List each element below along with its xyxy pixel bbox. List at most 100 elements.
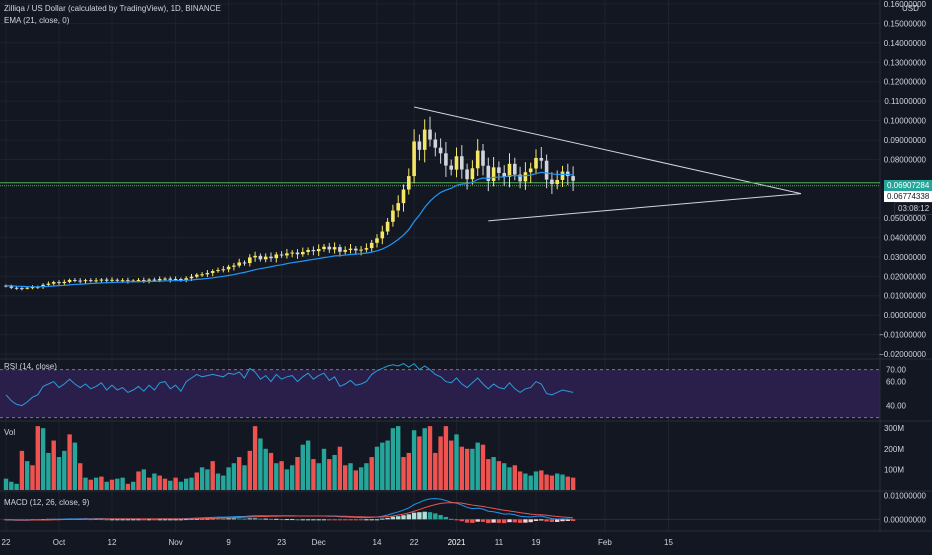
candle-body xyxy=(295,252,300,255)
price-axis[interactable]: 0.16000000 0.15000000 0.14000000 0.13000000… xyxy=(879,0,926,359)
volume-bar xyxy=(247,450,252,490)
rsi-legend[interactable]: RSI (14, close) xyxy=(4,362,57,371)
volume-bar xyxy=(274,463,279,490)
volume-bar xyxy=(464,448,470,490)
countdown-tag: 03:08:12 xyxy=(894,202,932,215)
macd-legend[interactable]: MACD (12, 26, close, 9) xyxy=(4,498,90,507)
volume-bar xyxy=(157,475,162,490)
macd-histogram-bar xyxy=(560,519,565,522)
macd-histogram-bar xyxy=(290,519,295,521)
macd-histogram-bar xyxy=(258,518,263,520)
candle-body xyxy=(433,139,438,148)
volume-bar xyxy=(454,434,459,490)
volume-bar xyxy=(104,481,109,490)
macd-histogram-bar xyxy=(231,518,237,520)
candle-body xyxy=(481,150,485,166)
candle-body xyxy=(142,279,146,281)
candle-body xyxy=(322,246,326,250)
symbol-title[interactable]: Zilliqa / US Dollar (calculated by Tradi… xyxy=(4,4,221,13)
volume-bar xyxy=(517,471,523,490)
volume-bar xyxy=(380,442,385,490)
volume-bar xyxy=(3,478,9,490)
macd-histogram-bar xyxy=(120,519,125,521)
volume-bar xyxy=(152,473,157,490)
candle-body xyxy=(173,279,178,281)
ema-legend[interactable]: EMA (21, close, 0) xyxy=(4,16,70,25)
candle-body xyxy=(380,231,385,239)
macd-histogram-bar xyxy=(300,519,305,521)
volume-bar xyxy=(221,475,226,490)
macd-histogram-bar xyxy=(311,519,316,521)
candle-body xyxy=(327,246,332,250)
macd-histogram-bar xyxy=(109,519,115,521)
volume-bar xyxy=(438,436,443,490)
candle-body xyxy=(57,282,61,284)
candle-body xyxy=(157,279,162,281)
candle-body xyxy=(343,250,347,252)
candle-body xyxy=(470,168,475,180)
macd-histogram-bar xyxy=(496,519,502,523)
volume-tick-label: 200M xyxy=(884,445,904,454)
candle-body xyxy=(465,169,469,180)
macd-histogram-bar xyxy=(305,519,311,521)
candle-body xyxy=(338,247,342,252)
macd-histogram-bar xyxy=(401,515,406,520)
volume-legend[interactable]: Vol xyxy=(4,428,16,437)
volume-bar xyxy=(321,448,327,490)
volume-bar xyxy=(549,475,555,490)
volume-bar xyxy=(141,469,146,490)
candle-body xyxy=(14,287,19,289)
candle-body xyxy=(110,279,114,281)
candle-body xyxy=(290,252,294,254)
volume-bar xyxy=(459,446,464,490)
volume-bar xyxy=(327,459,332,490)
macd-histogram-bar xyxy=(136,519,141,521)
candle-body xyxy=(20,288,24,290)
price-tick-label: 0.16000000 xyxy=(884,0,927,9)
macd-histogram-bar xyxy=(502,519,507,524)
candle-body xyxy=(253,255,257,258)
volume-bar xyxy=(353,470,358,490)
volume-bar xyxy=(475,442,480,490)
last-price-tag: 0.06907284 xyxy=(884,180,932,191)
pane-separators xyxy=(0,0,932,532)
macd-histogram-bar xyxy=(99,519,104,521)
macd-histogram-bar xyxy=(565,519,570,521)
price-tick-label: 0.11000000 xyxy=(884,97,926,106)
macd-histogram-bar xyxy=(284,519,290,521)
candle-body xyxy=(332,247,337,250)
macd-histogram-bar xyxy=(411,512,417,520)
macd-histogram-bar xyxy=(263,518,268,520)
candle-body xyxy=(523,172,528,182)
volume-bar xyxy=(390,428,396,490)
candle-body xyxy=(316,249,321,252)
candle-body xyxy=(189,276,194,279)
volume-bar xyxy=(120,477,125,490)
volume-bar xyxy=(210,461,215,490)
candle-body xyxy=(417,141,422,150)
macd-histogram-bar xyxy=(247,518,252,520)
price-tick-label: 0.02000000 xyxy=(884,272,927,281)
time-axis[interactable]: 22 Oct 12 Nov 9 23 Dec 14 22 2021 11 19 Feb 15 xyxy=(2,538,674,547)
volume-bar xyxy=(252,426,258,490)
volume-bar xyxy=(9,481,14,490)
volume-axis: 300M 200M 100M xyxy=(884,424,904,474)
candle-body xyxy=(518,174,522,182)
currency-label: USD xyxy=(902,4,919,13)
candle-body xyxy=(306,250,310,252)
macd-histogram-bar xyxy=(321,519,327,521)
volume-bar xyxy=(284,469,290,490)
volume-bar xyxy=(46,452,51,490)
candle-body xyxy=(30,287,35,289)
volume-bar xyxy=(162,478,168,490)
candle-body xyxy=(401,189,406,204)
volume-bar xyxy=(480,444,486,490)
candle-body xyxy=(555,179,559,185)
candle-body xyxy=(221,269,226,271)
macd-histogram-bar xyxy=(316,519,321,521)
macd-histogram-bar xyxy=(173,519,178,521)
volume-bar xyxy=(115,478,120,490)
volume-bar xyxy=(51,440,56,490)
